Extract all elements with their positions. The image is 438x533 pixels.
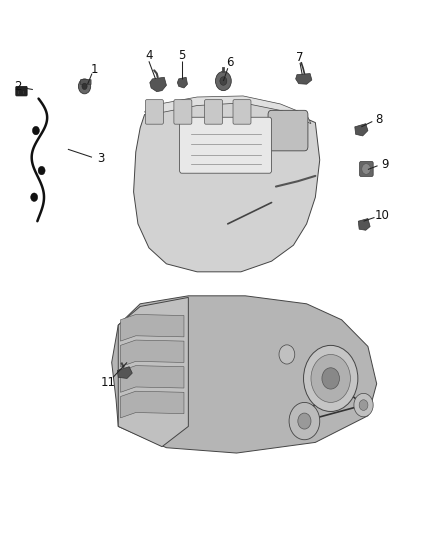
Circle shape — [78, 79, 91, 94]
Circle shape — [298, 413, 311, 429]
Polygon shape — [355, 124, 368, 136]
Text: 8: 8 — [375, 114, 382, 126]
Text: 4: 4 — [145, 50, 153, 62]
Polygon shape — [120, 391, 184, 418]
FancyBboxPatch shape — [145, 100, 163, 124]
Text: 7: 7 — [296, 51, 304, 64]
FancyBboxPatch shape — [233, 100, 251, 124]
Polygon shape — [296, 74, 312, 84]
Circle shape — [279, 345, 295, 364]
FancyBboxPatch shape — [180, 117, 272, 173]
Polygon shape — [145, 96, 311, 124]
Circle shape — [215, 71, 231, 91]
Circle shape — [322, 368, 339, 389]
Polygon shape — [150, 77, 166, 92]
Circle shape — [311, 354, 350, 402]
Text: 6: 6 — [226, 56, 234, 69]
Text: 1: 1 — [90, 63, 98, 76]
Text: 11: 11 — [101, 376, 116, 389]
Polygon shape — [177, 77, 187, 88]
FancyBboxPatch shape — [174, 100, 192, 124]
Circle shape — [82, 83, 87, 90]
Circle shape — [354, 393, 373, 417]
Circle shape — [38, 166, 45, 175]
Text: 2: 2 — [14, 80, 21, 93]
Text: 5: 5 — [178, 50, 185, 62]
FancyBboxPatch shape — [81, 79, 91, 85]
Circle shape — [220, 77, 227, 85]
Circle shape — [359, 400, 368, 410]
Text: 10: 10 — [374, 209, 389, 222]
Circle shape — [362, 164, 371, 174]
Circle shape — [31, 193, 38, 201]
Polygon shape — [134, 101, 320, 272]
Text: 3: 3 — [97, 152, 104, 165]
Circle shape — [32, 126, 39, 135]
Polygon shape — [112, 296, 377, 453]
FancyBboxPatch shape — [360, 161, 373, 176]
FancyBboxPatch shape — [205, 100, 223, 124]
Polygon shape — [118, 297, 188, 447]
Polygon shape — [358, 219, 370, 230]
Polygon shape — [120, 314, 184, 341]
Polygon shape — [120, 340, 184, 367]
FancyBboxPatch shape — [16, 86, 27, 96]
FancyBboxPatch shape — [268, 110, 308, 151]
Text: 9: 9 — [381, 158, 389, 171]
Circle shape — [289, 402, 320, 440]
Polygon shape — [117, 367, 132, 378]
Circle shape — [304, 345, 358, 411]
Polygon shape — [120, 366, 184, 392]
